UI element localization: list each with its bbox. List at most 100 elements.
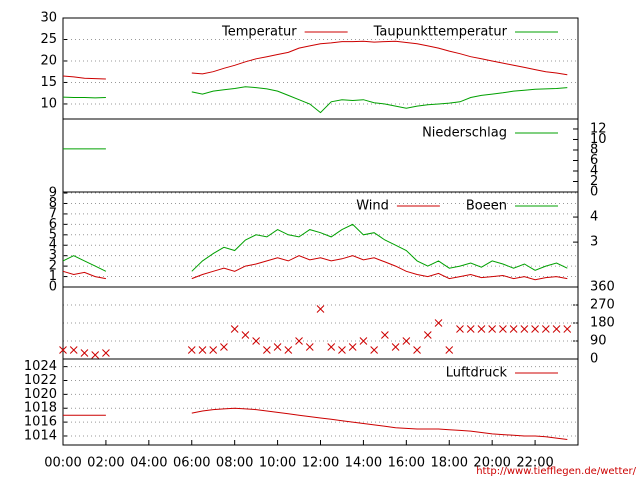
- direction-marker: [273, 343, 282, 351]
- y2-tick-label: 6: [590, 153, 598, 168]
- x-tick-label: 20:00: [473, 456, 510, 471]
- direction-marker: [316, 305, 325, 313]
- y2-tick-label: 3: [590, 235, 598, 250]
- direction-marker: [295, 337, 303, 345]
- y-tick-label: 1: [49, 269, 57, 284]
- direction-marker: [252, 337, 260, 345]
- y-tick-label: 2: [49, 259, 57, 274]
- y-tick-label: 1014: [24, 428, 57, 443]
- direction-marker: [423, 331, 432, 339]
- direction-marker: [69, 346, 78, 354]
- direction-marker: [413, 346, 421, 354]
- y2-tick-label: 8: [590, 142, 598, 157]
- y-tick-label: 15: [40, 75, 57, 90]
- direction-marker: [488, 325, 497, 333]
- direction-marker: [541, 325, 550, 333]
- y2-tick-label: 270: [590, 298, 615, 313]
- y-tick-label: 1022: [24, 373, 57, 388]
- series-line: [62, 255, 568, 281]
- y2-tick-label: 4: [590, 163, 598, 178]
- direction-marker: [187, 346, 196, 354]
- x-tick-label: 12:00: [302, 456, 339, 471]
- direction-marker: [391, 343, 400, 351]
- panel-frame: [62, 286, 579, 360]
- direction-marker: [230, 325, 239, 333]
- direction-marker: [509, 325, 518, 333]
- x-tick-label: 10:00: [259, 456, 296, 471]
- y-tick-label: 9: [49, 186, 57, 201]
- x-tick-label: 22:00: [516, 456, 553, 471]
- direction-marker: [338, 346, 346, 354]
- y-tick-label: 10: [40, 96, 57, 111]
- direction-marker: [241, 331, 250, 339]
- direction-marker: [499, 325, 507, 333]
- direction-marker: [370, 346, 378, 354]
- direction-marker: [80, 349, 89, 357]
- direction-marker: [381, 331, 389, 339]
- y-tick-label: 5: [49, 227, 57, 242]
- y-tick-label: 25: [40, 32, 57, 47]
- direction-marker: [263, 346, 271, 354]
- y-tick-label: 1016: [24, 415, 57, 430]
- y2-tick-label: 4: [590, 210, 598, 225]
- legend-label: Boeen: [466, 199, 507, 214]
- x-tick-label: 02:00: [87, 456, 124, 471]
- y2-tick-label: 10: [590, 132, 607, 147]
- y-tick-label: 3: [49, 248, 57, 263]
- direction-marker: [456, 325, 464, 333]
- y-tick-label: 20: [40, 53, 57, 68]
- direction-marker: [477, 325, 486, 333]
- y2-tick-label: 2: [590, 174, 598, 189]
- direction-marker: [552, 325, 561, 333]
- x-tick-label: 06:00: [173, 456, 210, 471]
- y2-tick-label: 12: [590, 121, 607, 136]
- y-tick-label: 1024: [24, 359, 57, 374]
- direction-marker: [445, 346, 454, 354]
- direction-marker: [466, 325, 475, 333]
- y2-tick-label: 360: [590, 280, 615, 295]
- panel-frame: [62, 358, 579, 446]
- y2-tick-label: 90: [590, 334, 607, 349]
- series-line: [62, 40, 568, 80]
- x-tick-label: 16:00: [388, 456, 425, 471]
- y-tick-label: 8: [49, 196, 57, 211]
- series-line: [62, 223, 568, 272]
- direction-marker: [531, 325, 539, 333]
- y2-tick-label: 0: [590, 352, 598, 367]
- y-tick-label: 0: [49, 280, 57, 295]
- y-tick-label: 1018: [24, 401, 57, 416]
- x-tick-label: 14:00: [345, 456, 382, 471]
- direction-marker: [91, 351, 100, 359]
- footer-link: http://www.tiefflegen.de/wetter/: [476, 466, 636, 477]
- direction-marker: [327, 343, 336, 351]
- direction-marker: [209, 346, 218, 354]
- direction-marker: [359, 337, 368, 345]
- x-tick-label: 04:00: [130, 456, 167, 471]
- legend-label: Temperatur: [221, 25, 297, 40]
- y2-tick-label: 0: [590, 185, 598, 200]
- y2-tick-label: 180: [590, 316, 615, 331]
- legend-label: Niederschlag: [422, 126, 507, 141]
- y-tick-label: 7: [49, 206, 57, 221]
- direction-marker: [520, 325, 529, 333]
- direction-marker: [198, 346, 207, 354]
- y-tick-label: 6: [49, 217, 57, 232]
- series-line: [62, 86, 568, 114]
- direction-marker: [102, 349, 110, 357]
- direction-marker: [348, 343, 357, 351]
- legend-label: Wind: [356, 199, 389, 214]
- direction-marker: [305, 343, 314, 351]
- y-tick-label: 30: [40, 11, 57, 26]
- direction-marker: [434, 319, 443, 327]
- direction-marker: [402, 337, 411, 345]
- y-tick-label: 1020: [24, 387, 57, 402]
- direction-marker: [59, 346, 67, 354]
- series-line: [63, 407, 568, 440]
- x-tick-label: 18:00: [431, 456, 468, 471]
- legend-label: Taupunkttemperatur: [373, 25, 508, 40]
- legend-label: Luftdruck: [446, 366, 508, 381]
- x-tick-label: 00:00: [44, 456, 81, 471]
- direction-marker: [284, 346, 293, 354]
- y-tick-label: 4: [49, 238, 57, 253]
